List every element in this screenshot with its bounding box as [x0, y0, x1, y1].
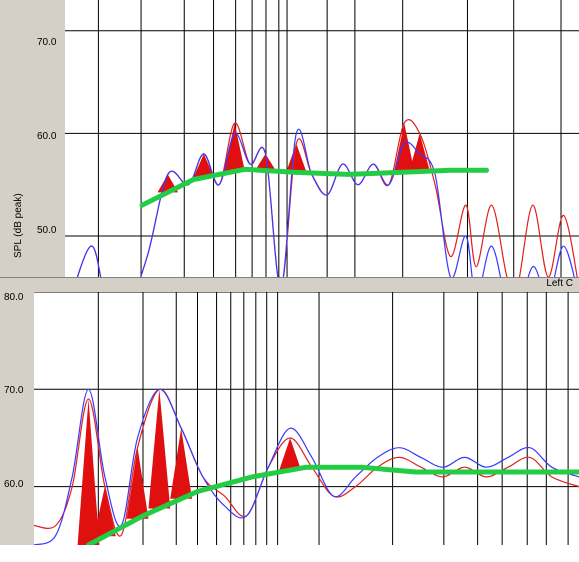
exceed-fill — [279, 437, 302, 471]
exceed-fill — [255, 153, 276, 171]
bottom-tick-80: 80.0 — [4, 292, 24, 303]
red-series-line — [34, 388, 579, 537]
exceed-fill — [148, 389, 171, 509]
bottom-tick-60: 60.0 — [4, 479, 24, 490]
green-series-line — [86, 464, 579, 545]
exceed-fill — [170, 428, 193, 499]
exceed-fill — [93, 486, 116, 537]
top-chart-svg — [65, 0, 579, 277]
panel-divider-strip: Left C — [0, 277, 579, 293]
exceed-fill — [77, 399, 100, 545]
bottom-tick-70: 70.0 — [4, 385, 24, 396]
exceed-fill — [286, 143, 307, 173]
green-series-line — [139, 166, 489, 208]
blue-series-line — [34, 388, 579, 545]
bottom-chart-svg — [34, 292, 579, 545]
channel-label: Left C — [546, 278, 573, 289]
top-tick-60: 60.0 — [37, 131, 57, 142]
top-tick-50: 50.0 — [37, 225, 57, 236]
bottom-left-gutter — [0, 292, 34, 545]
bottom-chart-area — [34, 292, 579, 545]
top-chart-area — [65, 0, 579, 277]
top-left-gutter — [0, 0, 65, 283]
exceed-fill — [126, 447, 149, 519]
top-tick-70: 70.0 — [37, 37, 57, 48]
exceed-fill — [193, 153, 215, 178]
exceed-fill — [393, 123, 415, 173]
exceed-fill — [224, 123, 245, 172]
exceed-fill — [409, 133, 430, 172]
top-y-axis-title: SPL (dB peak) — [13, 193, 24, 258]
red-series-line — [76, 119, 578, 277]
